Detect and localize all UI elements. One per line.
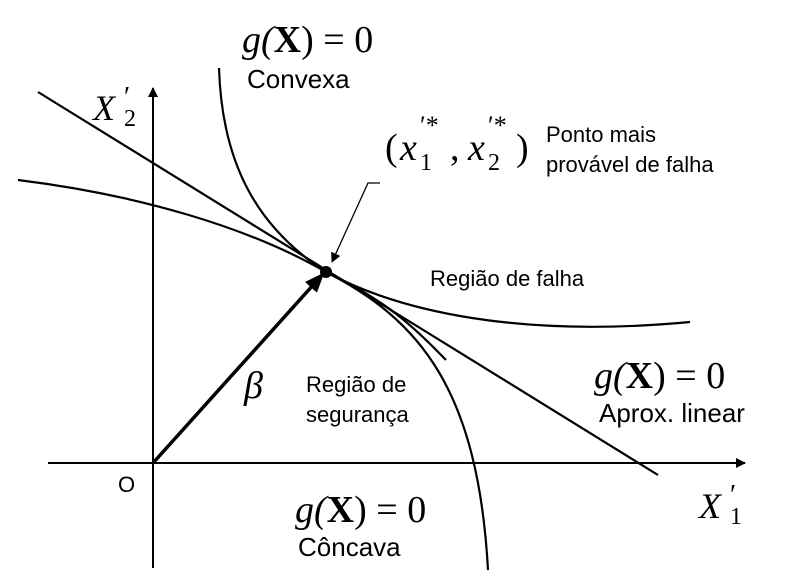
safe-region-line2: segurança: [306, 402, 410, 427]
beta-label: β: [243, 365, 263, 407]
linear-eq-prefix: g(: [594, 355, 628, 397]
linear-eq-bold: X: [626, 355, 653, 397]
convex-limit-state-curve: [217, 67, 447, 361]
concave-limit-state-curve: [17, 178, 691, 328]
design-point-label-line1: Ponto mais: [546, 122, 656, 147]
safe-region-line1: Região de: [306, 372, 406, 397]
design-point-label-line2: provável de falha: [546, 152, 714, 177]
concave-lower-curve: [325, 271, 490, 571]
concave-eq-bold: X: [327, 489, 354, 531]
convex-eq-prefix: g(: [242, 19, 276, 61]
linear-eq-suffix: ) = 0: [653, 355, 725, 397]
convex-equation: g(X) = 0: [242, 19, 373, 61]
design-point-leader: [331, 182, 380, 263]
beta-vector: [151, 272, 325, 465]
dp-open: (: [385, 127, 398, 169]
svg-text:g(X) = 0: g(X) = 0: [242, 19, 373, 61]
x-axis-subscript: 1: [730, 504, 742, 530]
convex-label: Convexa: [247, 64, 350, 94]
dp-x1: x: [399, 127, 417, 169]
dp-close: ): [516, 127, 529, 169]
linear-equation: g(X) = 0: [594, 355, 725, 397]
concave-eq-suffix: ) = 0: [354, 489, 426, 531]
svg-text:g(X) = 0: g(X) = 0: [594, 355, 725, 397]
dp-sub2: 2: [488, 150, 500, 176]
dp-sup2: ′*: [488, 111, 507, 140]
convex-eq-bold: X: [274, 19, 301, 61]
concave-equation: g(X) = 0: [295, 489, 426, 531]
x-axis-prime: ′: [730, 480, 736, 511]
convex-eq-suffix: ) = 0: [301, 19, 373, 61]
linear-label: Aprox. linear: [599, 398, 745, 428]
concave-label: Côncava: [298, 532, 401, 562]
design-point: [320, 266, 332, 278]
dp-sub1: 1: [420, 150, 432, 176]
dp-sup1: ′*: [420, 111, 439, 140]
dp-sep: ,: [450, 127, 460, 169]
failure-region-label: Região de falha: [430, 266, 585, 291]
y-axis-prime: ′: [124, 82, 130, 113]
concave-eq-prefix: g(: [295, 489, 329, 531]
y-axis-label: X ′ 2: [91, 82, 136, 132]
x-axis-letter: X: [697, 486, 723, 526]
y-axis-letter: X: [91, 88, 117, 128]
origin-label: O: [118, 472, 135, 497]
y-axis-subscript: 2: [124, 106, 136, 132]
dp-x2: x: [467, 127, 485, 169]
design-point-coordinates: ( x ′* 1 , x ′* 2 ): [385, 111, 529, 176]
x-axis-label: X ′ 1: [697, 480, 742, 530]
svg-text:g(X) = 0: g(X) = 0: [295, 489, 426, 531]
